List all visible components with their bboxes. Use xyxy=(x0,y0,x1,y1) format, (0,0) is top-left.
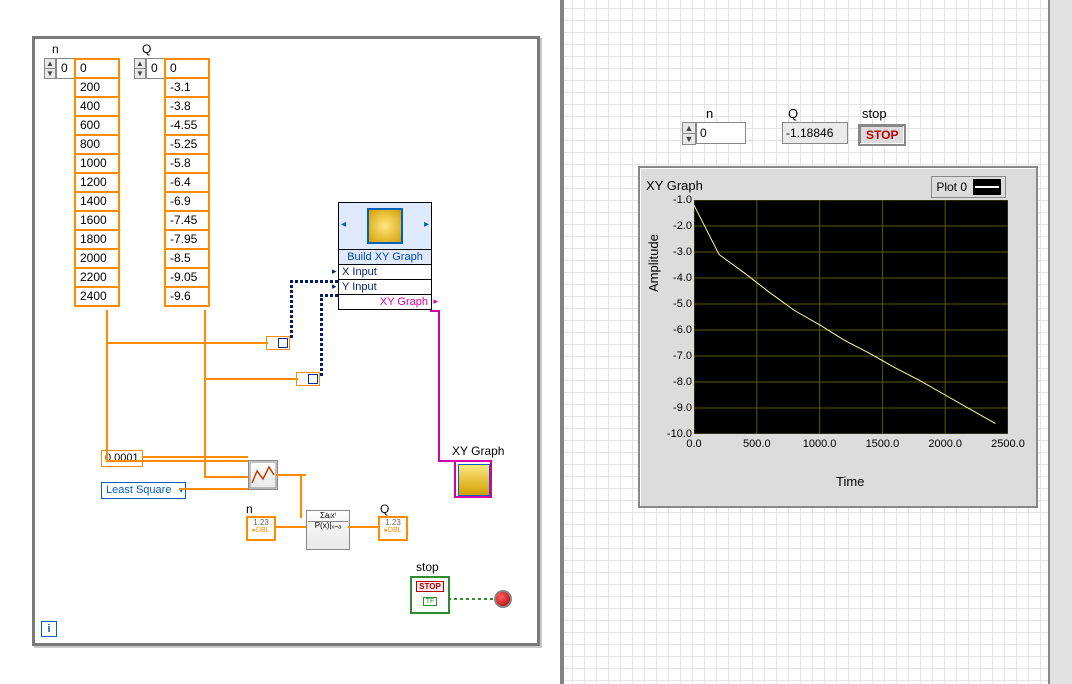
loop-stop-condition xyxy=(494,590,512,608)
wire-xy xyxy=(438,310,440,462)
y-input-terminal: Y Input xyxy=(339,279,431,294)
legend-label: Plot 0 xyxy=(936,180,967,194)
wire xyxy=(106,310,108,462)
wire-stop xyxy=(448,598,494,600)
wire xyxy=(204,378,298,380)
xy-graph-title: XY Graph xyxy=(646,178,703,193)
n-control-label: n xyxy=(246,502,253,516)
fp-stop-button[interactable]: STOP xyxy=(858,124,906,146)
wire xyxy=(204,476,248,478)
polynomial-eval-node: Σaᵢxⁱ P(x)|ₓ₌ₐ xyxy=(306,510,350,550)
wire-cluster xyxy=(320,294,338,297)
q-indicator-label: Q xyxy=(380,502,389,516)
express-vi-title: Build XY Graph xyxy=(339,249,431,264)
x-axis-label: Time xyxy=(836,474,864,489)
build-xy-graph-vi: Build XY Graph X Input Y Input XY Graph xyxy=(338,202,432,310)
wire xyxy=(204,310,206,478)
wire-cluster xyxy=(290,280,338,283)
wire-xy xyxy=(438,460,454,462)
fp-stop-label: stop xyxy=(862,106,887,121)
front-panel: n ▲▼ Q -1.18846 stop STOP XY Graph Plot … xyxy=(560,0,1072,684)
x-input-terminal: X Input xyxy=(339,264,431,279)
xy-graph-plot-area[interactable] xyxy=(694,200,1008,434)
xy-graph-legend[interactable]: Plot 0 xyxy=(931,176,1006,198)
xy-graph-indicator-label: XY Graph xyxy=(452,444,504,458)
xy-graph-indicator xyxy=(454,460,492,498)
fp-q-label: Q xyxy=(788,106,798,121)
express-vi-icon xyxy=(367,208,403,244)
wire-cluster xyxy=(290,280,293,338)
curve-fit-node xyxy=(248,460,278,490)
wire xyxy=(106,342,268,344)
q-indicator-terminal: 1.23▸DBL xyxy=(378,516,408,541)
xy-graph-output-terminal: XY Graph xyxy=(339,294,431,309)
tunnel-y xyxy=(296,372,320,386)
wire-cluster xyxy=(320,294,323,376)
y-axis-ticks: -1.0-2.0-3.0-4.0-5.0-6.0-7.0-8.0-9.0-10.… xyxy=(658,200,692,434)
stop-label-bd: stop xyxy=(416,560,439,574)
wire-xy xyxy=(430,310,440,312)
wire xyxy=(348,526,378,528)
panel-right-bevel xyxy=(1048,0,1072,684)
legend-swatch-icon xyxy=(973,179,1001,195)
fp-n-control[interactable]: ▲▼ xyxy=(682,122,746,145)
wire xyxy=(106,460,248,462)
block-diagram: i n Q ▲▼ 0 ▲▼ 0 020040060080010001200140… xyxy=(0,0,560,684)
n-array-label: n xyxy=(52,42,59,56)
q-array-constant[interactable]: 0-3.1-3.8-4.55-5.25-5.8-6.4-6.9-7.45-7.9… xyxy=(164,58,210,307)
loop-iteration-terminal: i xyxy=(41,621,57,637)
n-control-terminal[interactable]: 1.23▸DBL xyxy=(246,516,276,541)
tunnel-x xyxy=(266,336,290,350)
wire xyxy=(180,488,248,490)
fp-n-label: n xyxy=(706,106,713,121)
wire xyxy=(274,526,306,528)
fp-q-indicator: -1.18846 xyxy=(782,122,848,144)
wire xyxy=(142,456,248,458)
stop-button-terminal[interactable]: STOPTF xyxy=(410,576,450,614)
wire xyxy=(300,474,302,518)
n-array-constant[interactable]: 0200400600800100012001400160018002000220… xyxy=(74,58,120,307)
q-array-label: Q xyxy=(142,42,151,56)
method-ring[interactable]: Least Square xyxy=(101,482,186,499)
